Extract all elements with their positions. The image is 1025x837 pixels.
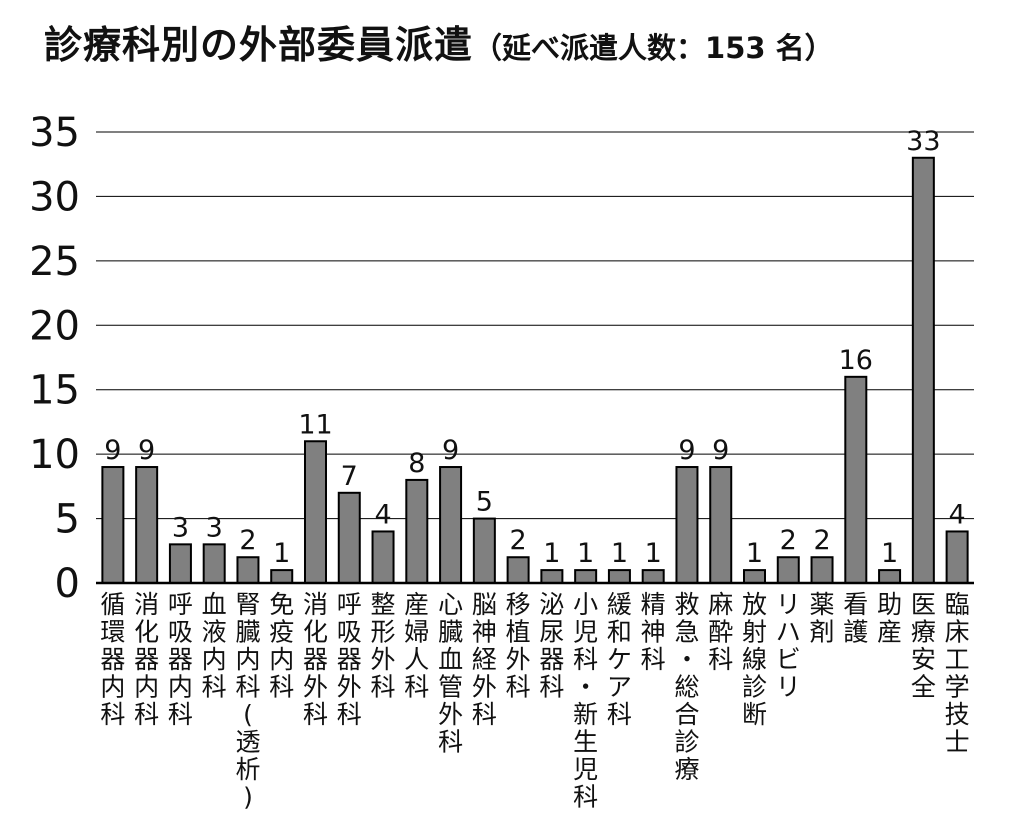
chart-title: 診療科別の外部委員派遣（延べ派遣人数：153 名） xyxy=(44,14,834,69)
bar xyxy=(304,440,327,584)
category-label: 医療安全 xyxy=(911,590,936,702)
chart-title-sub: （延べ派遣人数：153 名） xyxy=(473,31,834,65)
data-label: 1 xyxy=(577,538,594,569)
data-label: 1 xyxy=(645,538,662,569)
category-label: 臨床工学技士 xyxy=(945,590,970,757)
y-tick-label: 30 xyxy=(29,174,80,220)
bar xyxy=(709,466,733,584)
category-label: 整形外科 xyxy=(371,590,396,702)
category-label: 緩和ケア科 xyxy=(607,590,632,729)
y-tick-label: 35 xyxy=(29,110,80,156)
y-tick-label: 5 xyxy=(55,497,80,543)
y-tick-label: 10 xyxy=(29,432,80,478)
category-label: 薬剤 xyxy=(810,590,835,647)
bar xyxy=(371,530,395,585)
category-label: 免疫内科 xyxy=(269,590,294,702)
bar xyxy=(506,556,530,585)
bar xyxy=(337,491,361,584)
data-label: 9 xyxy=(678,435,695,466)
y-tick-label: 25 xyxy=(29,239,80,285)
data-label: 5 xyxy=(476,487,493,518)
bar xyxy=(472,517,496,584)
bar xyxy=(607,569,631,584)
category-label: 救急・総合診療 xyxy=(674,590,699,784)
data-label: 16 xyxy=(839,345,873,376)
category-label: 麻酔科 xyxy=(708,590,733,674)
category-label: 脳神経外科 xyxy=(472,590,497,729)
category-label: 放射線診断 xyxy=(742,590,767,729)
bar xyxy=(405,478,429,584)
data-label: 2 xyxy=(510,525,527,556)
bar xyxy=(776,556,800,585)
data-label: 4 xyxy=(374,499,391,530)
data-label: 9 xyxy=(442,435,459,466)
category-label: 助産 xyxy=(877,590,902,647)
data-label: 3 xyxy=(206,512,223,543)
bar xyxy=(844,375,868,585)
bar xyxy=(168,543,192,584)
category-label: 看護 xyxy=(843,590,868,647)
data-label: 1 xyxy=(273,538,290,569)
category-label: 精神科 xyxy=(641,590,666,674)
data-label: 11 xyxy=(298,409,332,440)
data-label: 9 xyxy=(104,435,121,466)
data-label: 1 xyxy=(543,538,560,569)
data-label: 1 xyxy=(881,538,898,569)
data-label: 9 xyxy=(138,435,155,466)
category-label: 呼吸器内科 xyxy=(168,590,193,729)
bar xyxy=(540,569,564,584)
y-tick-label: 20 xyxy=(29,303,80,349)
data-label: 3 xyxy=(172,512,189,543)
bar xyxy=(911,156,935,584)
data-label: 2 xyxy=(239,525,256,556)
data-label: 8 xyxy=(408,448,425,479)
category-label: リハビリ xyxy=(776,590,801,702)
y-tick-label: 15 xyxy=(29,368,80,414)
category-label: 消化器外科 xyxy=(303,590,328,729)
bar xyxy=(574,569,598,584)
bar xyxy=(810,556,834,585)
bar xyxy=(236,556,260,585)
data-label: 1 xyxy=(611,538,628,569)
category-label: 呼吸器外科 xyxy=(337,590,362,729)
chart-title-main: 診療科別の外部委員派遣 xyxy=(44,23,474,67)
bar xyxy=(675,466,699,584)
category-label: 泌尿器科 xyxy=(539,590,564,702)
category-label: 消化器内科 xyxy=(134,590,159,729)
category-label: 小児科・新生児科 xyxy=(573,590,598,812)
category-label: 循環器内科 xyxy=(100,590,125,729)
category-label: 腎臓内科(透析) xyxy=(235,590,260,812)
bar xyxy=(101,466,125,584)
data-label: 33 xyxy=(906,126,940,157)
category-label: 産婦人科 xyxy=(404,590,429,702)
data-label: 2 xyxy=(813,525,830,556)
bar xyxy=(743,569,766,584)
bar xyxy=(270,569,294,584)
y-tick-label: 0 xyxy=(55,561,80,607)
category-label: 移植外科 xyxy=(506,590,531,702)
bar xyxy=(135,466,159,584)
data-label: 9 xyxy=(712,435,729,466)
bar xyxy=(945,530,969,585)
bar xyxy=(641,569,665,584)
bar xyxy=(202,543,226,584)
data-label: 7 xyxy=(341,461,358,492)
data-label: 2 xyxy=(780,525,797,556)
bar xyxy=(878,569,902,584)
data-label: 1 xyxy=(746,538,763,569)
category-label: 心臓血管外科 xyxy=(438,590,463,757)
category-label: 血液内科 xyxy=(202,590,227,702)
data-label: 4 xyxy=(949,499,966,530)
bar xyxy=(439,466,463,584)
